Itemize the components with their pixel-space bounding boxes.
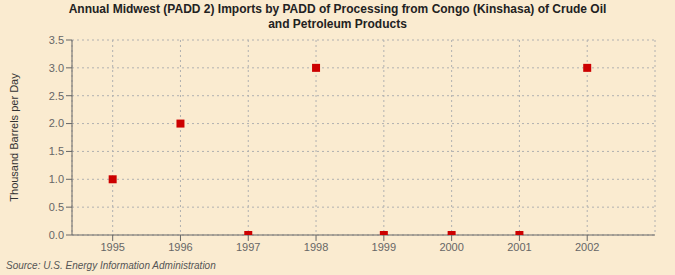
svg-text:2.0: 2.0 bbox=[49, 117, 64, 129]
svg-text:1995: 1995 bbox=[100, 241, 124, 253]
svg-text:2000: 2000 bbox=[439, 241, 463, 253]
svg-text:3.0: 3.0 bbox=[49, 62, 64, 74]
html-text:and Petroleum Products: and Petroleum Products bbox=[268, 17, 407, 31]
svg-text:1996: 1996 bbox=[168, 241, 192, 253]
html-text:Source: U.S. Energy Informatio: Source: U.S. Energy Information Administ… bbox=[6, 260, 216, 271]
svg-text:1999: 1999 bbox=[372, 241, 396, 253]
svg-text:1.5: 1.5 bbox=[49, 145, 64, 157]
svg-text:0.0: 0.0 bbox=[49, 229, 64, 241]
svg-text:2002: 2002 bbox=[575, 241, 599, 253]
svg-text:2001: 2001 bbox=[507, 241, 531, 253]
svg-text:1.0: 1.0 bbox=[49, 173, 64, 185]
svg-text:0.5: 0.5 bbox=[49, 201, 64, 213]
svg-text:3.5: 3.5 bbox=[49, 34, 64, 46]
html-text:Annual Midwest (PADD 2) Import: Annual Midwest (PADD 2) Imports by PADD … bbox=[68, 2, 607, 16]
svg-text:2.5: 2.5 bbox=[49, 90, 64, 102]
svg-text:Thousand Barrels per Day: Thousand Barrels per Day bbox=[8, 73, 20, 202]
svg-text:1997: 1997 bbox=[236, 241, 260, 253]
svg-text:1998: 1998 bbox=[304, 241, 328, 253]
